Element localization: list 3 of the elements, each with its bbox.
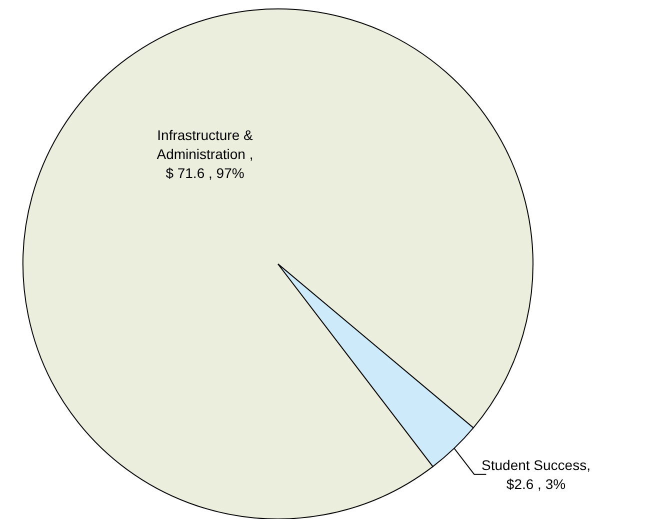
pie-slice	[22, 8, 534, 519]
slice-label: Infrastructure & Administration , $ 71.6 , 97%	[156, 127, 254, 181]
slice-label: Student Success, $2.6 , 3%	[482, 457, 590, 492]
